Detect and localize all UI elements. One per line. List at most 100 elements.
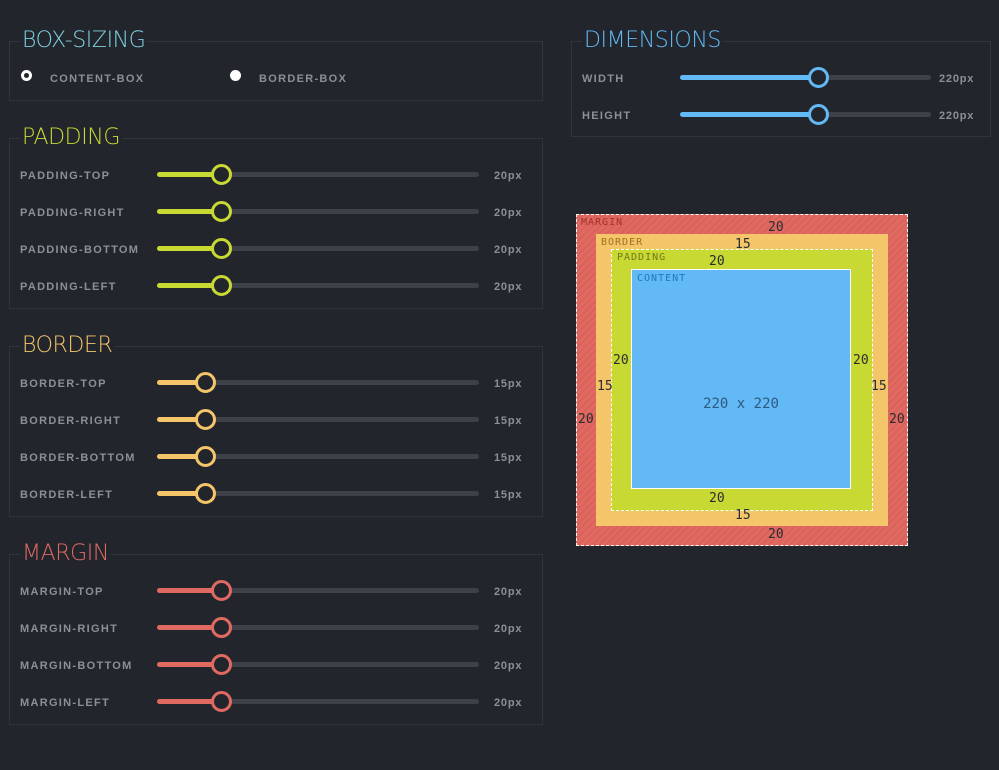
border-bottom-number: 15 xyxy=(735,508,751,523)
padding-left-label: PADDING-LEFT xyxy=(20,281,117,293)
padding-top-value: 20px xyxy=(494,170,523,182)
height-slider-thumb[interactable] xyxy=(808,104,829,125)
border-left-slider-thumb[interactable] xyxy=(195,483,216,504)
border-bottom-slider[interactable] xyxy=(157,446,479,467)
margin-panel: MARGIN MARGIN-TOP 20px MARGIN-RIGHT 20px MAR… xyxy=(9,541,543,725)
padding-bottom-slider-fill xyxy=(157,246,221,251)
border-top-slider[interactable] xyxy=(157,372,479,393)
margin-left-slider[interactable] xyxy=(157,691,479,712)
margin-title: MARGIN xyxy=(20,541,111,567)
padding-top-slider[interactable] xyxy=(157,164,479,185)
border-top-slider-thumb[interactable] xyxy=(195,372,216,393)
radio-border-box[interactable] xyxy=(230,70,241,81)
width-label: WIDTH xyxy=(582,73,625,85)
border-top-label: BORDER-TOP xyxy=(20,378,107,390)
margin-bottom-label: MARGIN-BOTTOM xyxy=(20,660,133,672)
radio-content-box-label[interactable]: CONTENT-BOX xyxy=(50,73,145,85)
margin-top-number: 20 xyxy=(768,220,784,235)
border-top-value: 15px xyxy=(494,378,523,390)
margin-right-slider[interactable] xyxy=(157,617,479,638)
margin-bottom-slider-fill xyxy=(157,662,221,667)
box-model-padding-label: PADDING xyxy=(617,252,667,263)
padding-right-label: PADDING-RIGHT xyxy=(20,207,125,219)
margin-left-slider-thumb[interactable] xyxy=(211,691,232,712)
border-right-value: 15px xyxy=(494,415,523,427)
margin-left-slider-fill xyxy=(157,699,221,704)
dimensions-panel: DIMENSIONS WIDTH 220px HEIGHT 220px xyxy=(571,28,991,137)
padding-right-slider-thumb[interactable] xyxy=(211,201,232,222)
padding-right-slider-fill xyxy=(157,209,221,214)
border-left-slider[interactable] xyxy=(157,483,479,504)
dimensions-title: DIMENSIONS xyxy=(582,28,723,54)
margin-right-number: 20 xyxy=(889,412,905,427)
padding-bottom-number: 20 xyxy=(709,491,725,506)
padding-left-number: 20 xyxy=(613,353,629,368)
border-top-number: 15 xyxy=(735,237,751,252)
border-right-slider[interactable] xyxy=(157,409,479,430)
border-right-label: BORDER-RIGHT xyxy=(20,415,122,427)
margin-right-slider-thumb[interactable] xyxy=(211,617,232,638)
box-model-size: 220 x 220 xyxy=(703,396,779,412)
border-right-number: 15 xyxy=(871,379,887,394)
border-left-slider-fill xyxy=(157,491,205,496)
border-top-slider-fill xyxy=(157,380,205,385)
margin-left-number: 20 xyxy=(578,412,594,427)
height-value: 220px xyxy=(939,110,975,122)
padding-top-number: 20 xyxy=(709,254,725,269)
margin-top-slider-fill xyxy=(157,588,221,593)
margin-bottom-value: 20px xyxy=(494,660,523,672)
padding-top-label: PADDING-TOP xyxy=(20,170,111,182)
padding-top-slider-thumb[interactable] xyxy=(211,164,232,185)
width-slider-thumb[interactable] xyxy=(808,67,829,88)
margin-top-label: MARGIN-TOP xyxy=(20,586,104,598)
margin-bottom-slider-thumb[interactable] xyxy=(211,654,232,675)
width-slider[interactable] xyxy=(680,67,931,88)
padding-left-slider[interactable] xyxy=(157,275,479,296)
border-panel: BORDER BORDER-TOP 15px BORDER-RIGHT 15px BOR… xyxy=(9,333,543,517)
width-value: 220px xyxy=(939,73,975,85)
height-slider-fill xyxy=(680,112,818,117)
margin-right-label: MARGIN-RIGHT xyxy=(20,623,119,635)
padding-bottom-slider[interactable] xyxy=(157,238,479,259)
box-sizing-title: BOX-SIZING xyxy=(20,28,148,54)
margin-top-value: 20px xyxy=(494,586,523,598)
margin-bottom-slider[interactable] xyxy=(157,654,479,675)
padding-left-slider-fill xyxy=(157,283,221,288)
border-bottom-label: BORDER-BOTTOM xyxy=(20,452,136,464)
radio-content-box[interactable] xyxy=(21,70,32,81)
margin-right-slider-fill xyxy=(157,625,221,630)
border-right-slider-fill xyxy=(157,417,205,422)
margin-bottom-number: 20 xyxy=(768,527,784,542)
padding-panel: PADDING PADDING-TOP 20px PADDING-RIGHT 20px… xyxy=(9,125,543,309)
box-model-content-label: CONTENT xyxy=(637,273,687,284)
border-left-value: 15px xyxy=(494,489,523,501)
padding-right-slider[interactable] xyxy=(157,201,479,222)
height-label: HEIGHT xyxy=(582,110,632,122)
margin-top-slider[interactable] xyxy=(157,580,479,601)
border-right-slider-thumb[interactable] xyxy=(195,409,216,430)
padding-bottom-value: 20px xyxy=(494,244,523,256)
padding-bottom-label: PADDING-BOTTOM xyxy=(20,244,140,256)
margin-left-label: MARGIN-LEFT xyxy=(20,697,111,709)
padding-top-slider-fill xyxy=(157,172,221,177)
margin-left-value: 20px xyxy=(494,697,523,709)
padding-right-value: 20px xyxy=(494,207,523,219)
border-title: BORDER xyxy=(20,333,115,359)
width-slider-fill xyxy=(680,75,818,80)
padding-left-value: 20px xyxy=(494,281,523,293)
padding-left-slider-thumb[interactable] xyxy=(211,275,232,296)
margin-top-slider-thumb[interactable] xyxy=(211,580,232,601)
padding-bottom-slider-thumb[interactable] xyxy=(211,238,232,259)
box-sizing-panel: BOX-SIZING CONTENT-BOX BORDER-BOX xyxy=(9,28,543,101)
box-model-margin-label: MARGIN xyxy=(581,217,624,228)
border-bottom-value: 15px xyxy=(494,452,523,464)
box-model-border-label: BORDER xyxy=(601,237,644,248)
border-bottom-slider-fill xyxy=(157,454,205,459)
margin-right-value: 20px xyxy=(494,623,523,635)
border-bottom-slider-thumb[interactable] xyxy=(195,446,216,467)
box-model-content: CONTENT 220 x 220 xyxy=(631,269,851,489)
radio-border-box-label[interactable]: BORDER-BOX xyxy=(259,73,348,85)
border-left-label: BORDER-LEFT xyxy=(20,489,114,501)
padding-title: PADDING xyxy=(20,125,122,151)
height-slider[interactable] xyxy=(680,104,931,125)
